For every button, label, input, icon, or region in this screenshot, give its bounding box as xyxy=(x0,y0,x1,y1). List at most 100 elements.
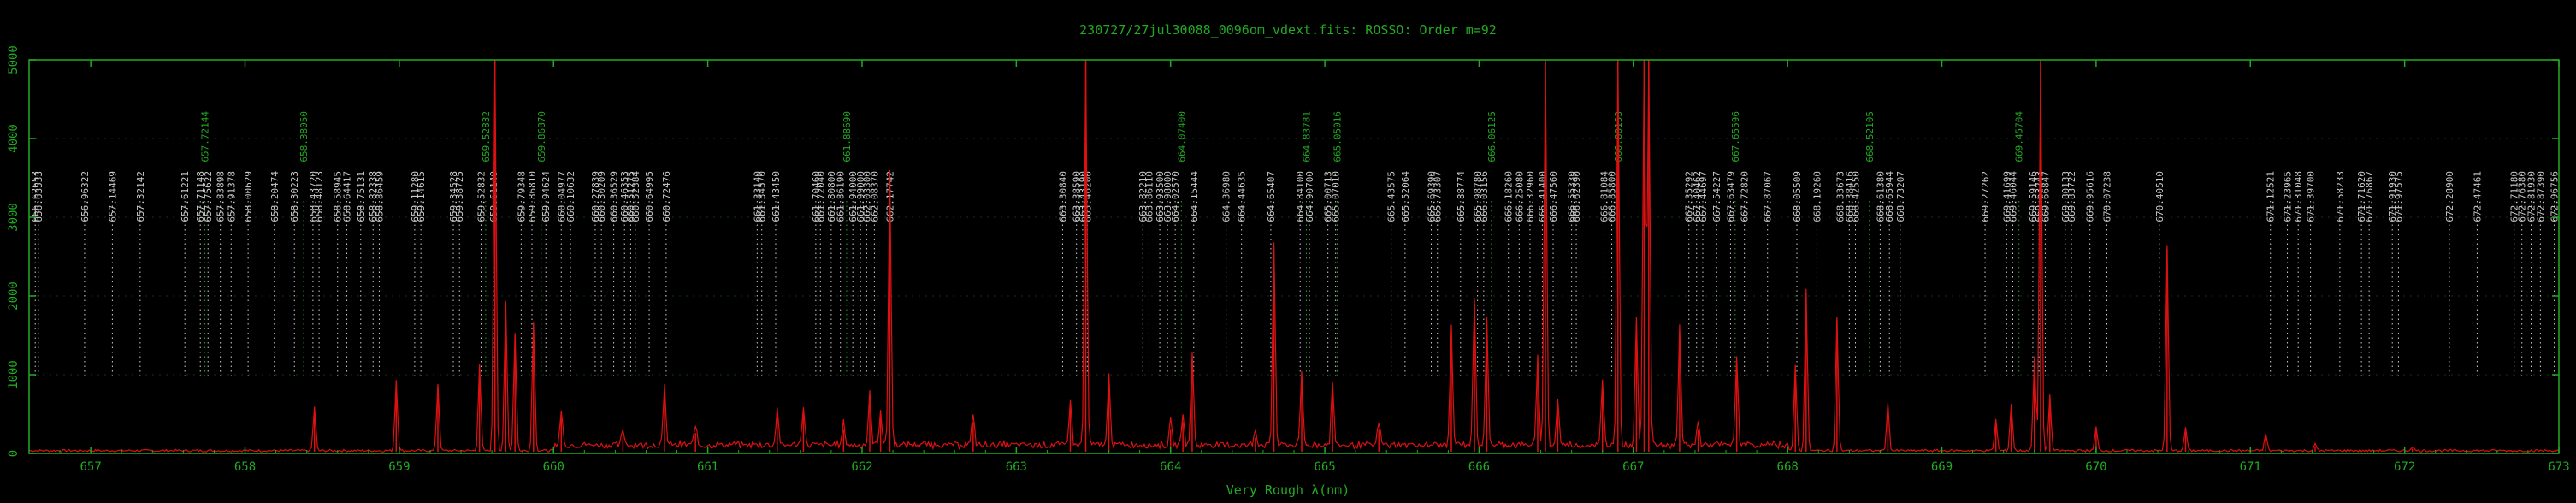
line-marker-label-46: 661.70460 xyxy=(811,171,822,222)
line-marker-label-22: 659.11280 xyxy=(410,171,421,222)
line-marker-label-81: 665.98780 xyxy=(1473,171,1484,222)
spectrum-series xyxy=(28,59,2559,453)
y-tick-label-2: 2000 xyxy=(7,281,21,311)
line-marker-label-95: 667.40462 xyxy=(1692,171,1703,222)
line-marker-label-131: 671.97575 xyxy=(2393,171,2404,222)
x-tick-label-6: 663 xyxy=(1006,460,1027,474)
line-marker-label-68: 664.44635 xyxy=(1237,171,1248,222)
line-marker-label-56: 663.30840 xyxy=(1057,171,1068,222)
line-marker-label-119: 669.83722 xyxy=(2066,171,2077,222)
x-tick-label-2: 659 xyxy=(388,460,410,474)
line-marker-label-43: 661.33140 xyxy=(752,171,763,222)
line-marker-label-76: 665.43575 xyxy=(1386,171,1397,222)
line-marker-label-18: 658.64417 xyxy=(342,171,353,222)
line-marker-label-96: 667.44697 xyxy=(1698,171,1709,222)
y-tick-label-1: 1000 xyxy=(7,360,21,389)
line-marker-label-89: 666.55330 xyxy=(1567,171,1578,222)
line-marker-label-62: 663.93500 xyxy=(1155,171,1166,222)
line-marker-label-106: 668.42550 xyxy=(1851,171,1862,222)
line-marker-label-16: 658.48123 xyxy=(314,171,325,222)
line-marker-label-1: 656.63533 xyxy=(33,171,44,222)
x-tick-label-9: 666 xyxy=(1468,460,1490,474)
line-marker-label-101: 667.87067 xyxy=(1763,171,1774,222)
line-marker-label-125: 671.31048 xyxy=(2293,171,2304,222)
line-marker-label-109: 668.65944 xyxy=(1884,171,1895,222)
line-marker-label-124: 671.23965 xyxy=(2283,171,2294,222)
y-tick-label-5: 5000 xyxy=(7,45,21,74)
line-marker-label-136: 672.81930 xyxy=(2526,171,2538,222)
x-tick-label-13: 670 xyxy=(2085,460,2106,474)
line-marker-label-2: 656.96322 xyxy=(80,171,91,222)
line-marker-label-60: 663.82210 xyxy=(1137,171,1149,222)
line-marker-label-73: 665.00713 xyxy=(1323,171,1334,222)
line-marker-label-134: 672.71180 xyxy=(2509,171,2520,222)
x-tick-label-12: 669 xyxy=(1931,460,1953,474)
line-marker-label-70: 664.84100 xyxy=(1295,171,1306,222)
spectrum-line xyxy=(28,59,2559,453)
line-marker-label-111: 669.27262 xyxy=(1980,171,1991,222)
line-marker-label-113: 669.46044 xyxy=(2008,171,2019,222)
line-marker-label-53: 662.03300 xyxy=(861,171,872,222)
line-marker-label-45: 661.43450 xyxy=(771,171,782,222)
x-tick-label-1: 658 xyxy=(234,460,256,474)
line-marker-label-7: 657.72144 xyxy=(200,111,211,163)
line-marker-label-71: 664.83781 xyxy=(1301,111,1312,163)
line-marker-label-52: 661.99000 xyxy=(855,171,866,222)
line-marker-label-39: 660.51275 xyxy=(625,171,636,222)
line-marker-label-122: 670.40510 xyxy=(2154,171,2165,222)
line-marker-label-100: 667.72820 xyxy=(1740,171,1751,222)
line-marker-label-98: 667.63479 xyxy=(1725,171,1736,222)
y-tick-label-3: 3000 xyxy=(7,203,21,232)
line-marker-label-118: 669.80133 xyxy=(2060,171,2071,222)
line-marker-label-135: 672.76380 xyxy=(2517,171,2528,222)
line-marker-label-91: 666.81084 xyxy=(1599,171,1610,222)
line-marker-label-75: 665.05016 xyxy=(1332,111,1344,163)
line-marker-label-72: 664.90700 xyxy=(1304,171,1315,222)
line-marker-label-54: 662.08370 xyxy=(869,171,880,222)
line-marker-label-104: 668.33673 xyxy=(1835,171,1846,222)
x-tick-label-15: 672 xyxy=(2394,460,2415,474)
line-marker-label-3: 657.14469 xyxy=(107,171,118,222)
line-marker-label-27: 659.52832 xyxy=(481,111,492,163)
chart-title: 230727/27jul30088_0096om_vdext.fits: ROS… xyxy=(1079,22,1497,38)
line-marker-label-120: 669.95616 xyxy=(2085,171,2096,222)
line-marker-label-15: 658.43720 xyxy=(308,171,319,222)
line-marker-label-86: 666.32960 xyxy=(1525,171,1536,222)
x-axis-label: Very Rough λ(nm) xyxy=(1226,482,1350,498)
line-marker-label-44: 661.34570 xyxy=(757,171,768,222)
y-tick-label-4: 4000 xyxy=(7,124,21,153)
line-marker-label-110: 668.73207 xyxy=(1895,171,1906,222)
line-marker-label-74: 665.07010 xyxy=(1331,171,1342,222)
line-marker-label-128: 671.71620 xyxy=(2356,171,2367,222)
line-marker-label-85: 666.25080 xyxy=(1514,171,1525,222)
line-marker-label-20: 658.82338 xyxy=(368,171,379,222)
line-marker-label-97: 667.54227 xyxy=(1711,171,1722,222)
line-marker-label-69: 664.65407 xyxy=(1266,171,1277,222)
line-marker-label-84: 666.18260 xyxy=(1504,171,1515,222)
line-marker-label-123: 671.12521 xyxy=(2266,171,2277,222)
line-marker-label-88: 666.47560 xyxy=(1548,171,1559,222)
line-marker-label-25: 659.38725 xyxy=(454,171,465,222)
line-marker-label-80: 665.88774 xyxy=(1456,171,1467,222)
line-marker-label-79: 665.73307 xyxy=(1433,171,1444,222)
line-marker-label-82: 666.03156 xyxy=(1479,171,1490,222)
line-marker-label-57: 663.38590 xyxy=(1072,171,1083,222)
line-marker-label-64: 664.02570 xyxy=(1170,171,1181,222)
x-axis-ticks: 657 658 659 660 661 662 663 664 665 666 667 668 669 6… xyxy=(28,60,2570,474)
x-tick-label-14: 671 xyxy=(2240,460,2261,474)
line-marker-label-23: 659.14615 xyxy=(416,171,427,222)
line-marker-label-137: 672.87390 xyxy=(2535,171,2546,222)
line-marker-label-103: 668.19260 xyxy=(1811,171,1823,222)
line-marker-label-107: 668.52105 xyxy=(1864,111,1876,163)
line-marker-label-48: 661.80800 xyxy=(826,171,837,222)
line-marker-label-5: 657.61221 xyxy=(180,171,191,222)
line-marker-label-24: 659.34528 xyxy=(448,171,459,222)
x-tick-label-3: 660 xyxy=(543,460,564,474)
line-marker-label-13: 658.30223 xyxy=(289,171,300,222)
line-marker-label-83: 666.06125 xyxy=(1486,111,1498,163)
line-marker-label-38: 660.46353 xyxy=(619,171,630,222)
line-marker-label-59: 663.46200 xyxy=(1082,171,1093,222)
line-marker-label-30: 659.86810 xyxy=(527,171,538,222)
line-marker-label-12: 658.20474 xyxy=(269,171,281,222)
line-marker-label-42: 660.72476 xyxy=(661,171,672,222)
